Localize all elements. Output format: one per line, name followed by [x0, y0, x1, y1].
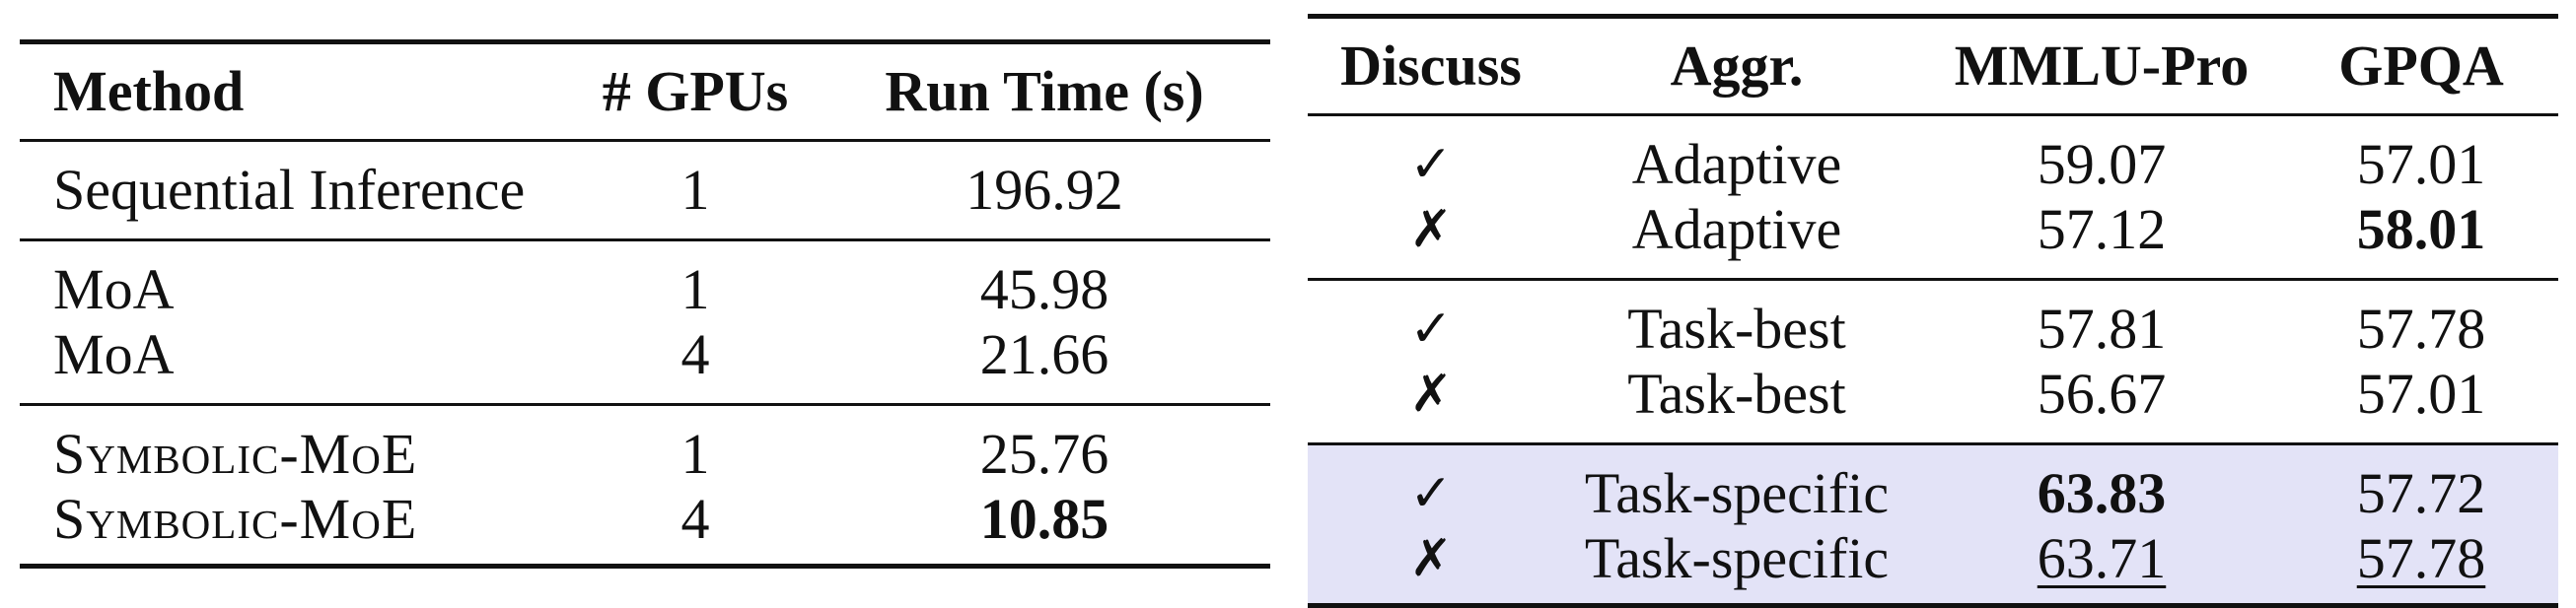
gpus-cell: 1: [572, 140, 819, 241]
runtime-cell: 21.66: [819, 322, 1270, 406]
gpqa-cell: 57.78: [2356, 297, 2486, 361]
header-aggr: Aggr.: [1554, 16, 1919, 116]
header-gpus: # GPUs: [572, 41, 819, 142]
check-mark-icon: ✓: [1409, 135, 1453, 194]
highlighted-row: ✓ Task-specific 63.83 57.72: [1308, 443, 2558, 526]
mmlu-cell: 63.71: [1919, 526, 2284, 606]
aggr-cell: Adaptive: [1554, 197, 1919, 281]
runtime-cell: 10.85: [979, 487, 1109, 551]
header-discuss: Discuss: [1308, 16, 1554, 116]
method-cell: Symbolic-MoE: [53, 487, 418, 551]
table-row: Symbolic-MoE 4 10.85: [20, 487, 1270, 567]
table-row: Sequential Inference 1 196.92: [20, 140, 1270, 241]
runtime-cell: 45.98: [979, 257, 1109, 321]
check-mark-icon: ✓: [1308, 443, 1554, 526]
gpus-cell: 1: [680, 422, 710, 486]
runtime-cell: 196.92: [819, 140, 1270, 241]
table-row: MoA 1 45.98: [20, 240, 1270, 323]
mmlu-cell: 57.12: [1919, 197, 2284, 281]
aggr-cell: Task-best: [1554, 362, 1919, 445]
gpqa-cell: 57.78: [2284, 526, 2558, 606]
runtime-table: Method # GPUs Run Time (s) Sequential In…: [20, 39, 1270, 569]
header-runtime: Run Time (s): [819, 41, 1270, 142]
cross-mark-icon: ✗: [1308, 526, 1554, 606]
gpqa-cell: 58.01: [2284, 197, 2558, 281]
gpqa-cell: 57.72: [2284, 443, 2558, 526]
cross-mark-icon: ✗: [1308, 197, 1554, 281]
aggr-cell: Task-specific: [1554, 443, 1919, 526]
aggr-cell: Adaptive: [1631, 132, 1842, 196]
gpus-cell: 4: [680, 487, 710, 551]
table-row: MoA 4 21.66: [20, 322, 1270, 406]
gpqa-cell: 57.01: [2284, 362, 2558, 445]
mmlu-cell: 63.83: [1919, 443, 2284, 526]
header-gpqa: GPQA: [2284, 16, 2558, 116]
highlighted-row: ✗ Task-specific 63.71 57.78: [1308, 526, 2558, 606]
mmlu-cell: 59.07: [2037, 132, 2167, 196]
aggr-cell: Task-best: [1627, 297, 1846, 361]
gpus-cell: 1: [680, 257, 710, 321]
gpqa-cell: 57.01: [2356, 132, 2486, 196]
header-mmlu-pro: MMLU-Pro: [1919, 16, 2284, 116]
gpus-cell: 4: [572, 322, 819, 406]
table-header-row: Discuss Aggr. MMLU-Pro GPQA: [1308, 16, 2558, 116]
method-cell: Symbolic-MoE: [53, 422, 418, 486]
check-mark-icon: ✓: [1409, 300, 1453, 359]
header-method: Method: [20, 41, 572, 142]
runtime-cell: 25.76: [979, 422, 1109, 486]
method-cell: MoA: [20, 322, 572, 406]
aggr-cell: Task-specific: [1554, 526, 1919, 606]
underlined-value: 63.71: [2037, 526, 2167, 590]
table-row: ✓ Adaptive 59.07 57.01: [1308, 115, 2558, 198]
table-header-row: Method # GPUs Run Time (s): [20, 41, 1270, 142]
table-row: ✓ Task-best 57.81 57.78: [1308, 280, 2558, 363]
ablation-table: Discuss Aggr. MMLU-Pro GPQA ✓ Adaptive 5…: [1308, 14, 2558, 608]
cross-mark-icon: ✗: [1308, 362, 1554, 445]
mmlu-cell: 56.67: [1919, 362, 2284, 445]
table-row: Symbolic-MoE 1 25.76: [20, 405, 1270, 488]
mmlu-cell: 57.81: [2037, 297, 2167, 361]
underlined-value: 57.78: [2356, 526, 2486, 590]
table-row: ✗ Task-best 56.67 57.01: [1308, 362, 2558, 445]
method-cell: MoA: [53, 257, 175, 321]
table-row: ✗ Adaptive 57.12 58.01: [1308, 197, 2558, 281]
method-cell: Sequential Inference: [20, 140, 572, 241]
